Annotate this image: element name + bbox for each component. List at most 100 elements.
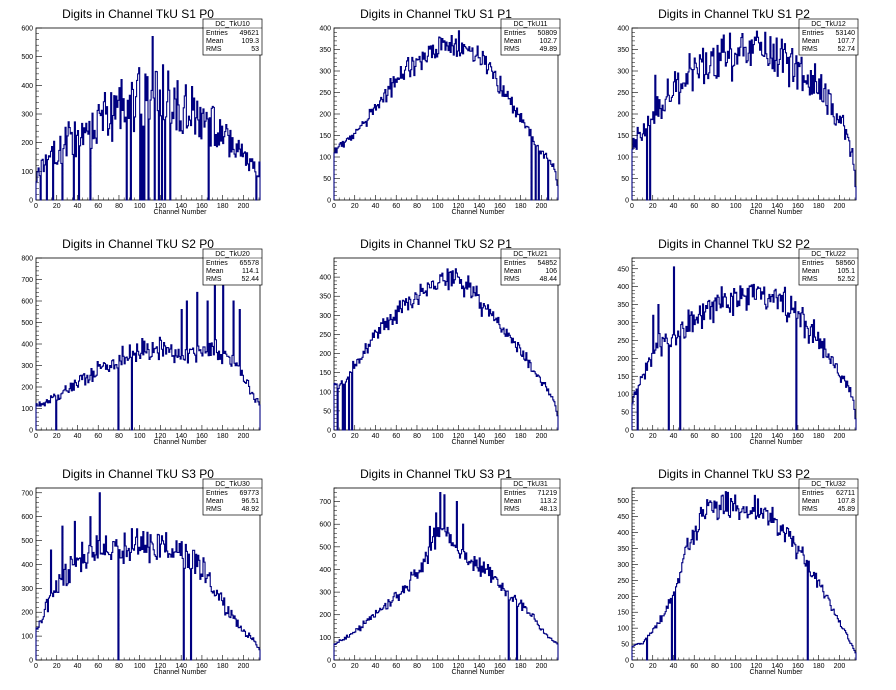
stats-value: 54852 <box>538 260 558 267</box>
x-tick-label: 40 <box>670 663 678 670</box>
x-tick-label: 200 <box>536 203 548 210</box>
stats-label: Mean <box>802 38 820 45</box>
chart-title: Digits in Channel TkU S1 P1 <box>360 7 512 21</box>
x-tick-label: 180 <box>813 433 825 440</box>
x-tick-label: 200 <box>238 203 250 210</box>
y-tick-label: 350 <box>617 546 629 553</box>
x-tick-label: 60 <box>392 203 400 210</box>
stats-label: Entries <box>802 30 824 37</box>
stats-box-name: DC_TkU11 <box>513 21 547 28</box>
stats-value: 96.51 <box>241 498 259 505</box>
y-tick-label: 300 <box>617 320 629 327</box>
stats-value: 62711 <box>836 490 855 497</box>
x-tick-label: 0 <box>630 433 634 440</box>
x-tick-label: 20 <box>649 663 657 670</box>
stats-box <box>798 18 859 56</box>
x-tick-label: 100 <box>134 203 146 210</box>
x-tick-label: 80 <box>115 433 123 440</box>
stats-value: 106 <box>545 268 557 275</box>
x-tick-label: 140 <box>771 203 783 210</box>
x-tick-label: 160 <box>792 433 804 440</box>
x-tick-label: 100 <box>730 663 742 670</box>
y-tick-label: 400 <box>617 284 629 291</box>
y-tick-label: 300 <box>21 586 33 593</box>
x-tick-label: 0 <box>332 433 336 440</box>
x-tick-label: 40 <box>74 663 82 670</box>
y-tick-label: 100 <box>617 155 629 162</box>
y-tick-label: 200 <box>319 612 331 619</box>
stats-label: Entries <box>206 30 228 37</box>
y-tick-label: 300 <box>617 69 629 76</box>
y-tick-label: 150 <box>617 133 629 140</box>
stats-label: RMS <box>206 46 222 53</box>
plot-frame <box>333 257 559 431</box>
x-tick-label: 160 <box>494 203 506 210</box>
stats-label: RMS <box>504 276 520 283</box>
stats-box <box>798 248 859 286</box>
y-tick-label: 400 <box>617 26 629 33</box>
x-tick-label: 40 <box>74 203 82 210</box>
chart-title: Digits in Channel TkU S3 P2 <box>658 467 810 481</box>
histogram-panel: Digits in Channel TkU S3 P2 0 20 40 60 80 100 1… <box>617 467 859 676</box>
x-tick-label: 80 <box>711 203 719 210</box>
x-tick-label: 80 <box>711 663 719 670</box>
stats-value: 102.7 <box>539 38 557 45</box>
x-tick-label: 80 <box>413 663 421 670</box>
stats-value: 52.44 <box>241 276 259 283</box>
x-tick-label: 140 <box>175 433 187 440</box>
y-tick-label: 200 <box>319 112 331 119</box>
y-tick-label: 250 <box>617 90 629 97</box>
x-tick-label: 160 <box>196 433 208 440</box>
x-axis-label: Channel Number <box>154 669 208 676</box>
stats-label: Mean <box>206 498 224 505</box>
y-tick-label: 300 <box>319 69 331 76</box>
histogram-series <box>35 266 261 431</box>
x-tick-label: 20 <box>53 203 61 210</box>
y-tick-label: 100 <box>319 635 331 642</box>
y-tick-label: 350 <box>617 47 629 54</box>
x-tick-label: 60 <box>690 663 698 670</box>
x-tick-label: 20 <box>649 203 657 210</box>
x-tick-label: 160 <box>792 203 804 210</box>
x-tick-label: 160 <box>792 663 804 670</box>
x-tick-label: 200 <box>834 663 846 670</box>
x-tick-label: 60 <box>690 433 698 440</box>
y-tick-label: 200 <box>617 594 629 601</box>
stats-value: 107.8 <box>837 498 855 505</box>
chart-title: Digits in Channel TkU S1 P2 <box>658 7 810 21</box>
stats-label: Mean <box>504 498 522 505</box>
x-tick-label: 120 <box>453 433 465 440</box>
y-tick-label: 100 <box>319 155 331 162</box>
stats-label: Entries <box>504 30 526 37</box>
y-tick-label: 100 <box>319 389 331 396</box>
y-tick-label: 250 <box>319 90 331 97</box>
x-tick-label: 180 <box>217 663 229 670</box>
x-tick-label: 60 <box>94 203 102 210</box>
y-tick-label: 500 <box>21 54 33 61</box>
stats-value: 114.1 <box>242 268 259 275</box>
chart-title: Digits in Channel TkU S2 P0 <box>62 237 214 251</box>
x-tick-label: 140 <box>473 663 485 670</box>
x-axis-label: Channel Number <box>452 209 506 216</box>
y-tick-label: 200 <box>21 610 33 617</box>
chart-title: Digits in Channel TkU S2 P2 <box>658 237 810 251</box>
x-tick-label: 180 <box>217 203 229 210</box>
stats-value: 69773 <box>240 490 260 497</box>
histogram-series <box>631 266 857 431</box>
x-tick-label: 100 <box>730 433 742 440</box>
y-tick-label: 350 <box>319 294 331 301</box>
stats-label: Entries <box>504 260 526 267</box>
y-tick-label: 200 <box>21 140 33 147</box>
histogram-series <box>35 492 261 661</box>
x-tick-label: 60 <box>392 663 400 670</box>
x-tick-label: 20 <box>351 203 359 210</box>
y-tick-label: 700 <box>21 277 33 284</box>
y-tick-label: 100 <box>21 406 33 413</box>
histogram-panel: Digits in Channel TkU S2 P0 0 20 40 60 80 100 1… <box>21 237 263 446</box>
x-tick-label: 40 <box>372 203 380 210</box>
y-tick-label: 400 <box>319 26 331 33</box>
x-tick-label: 180 <box>515 203 527 210</box>
y-tick-label: 250 <box>319 332 331 339</box>
y-tick-label: 500 <box>21 538 33 545</box>
